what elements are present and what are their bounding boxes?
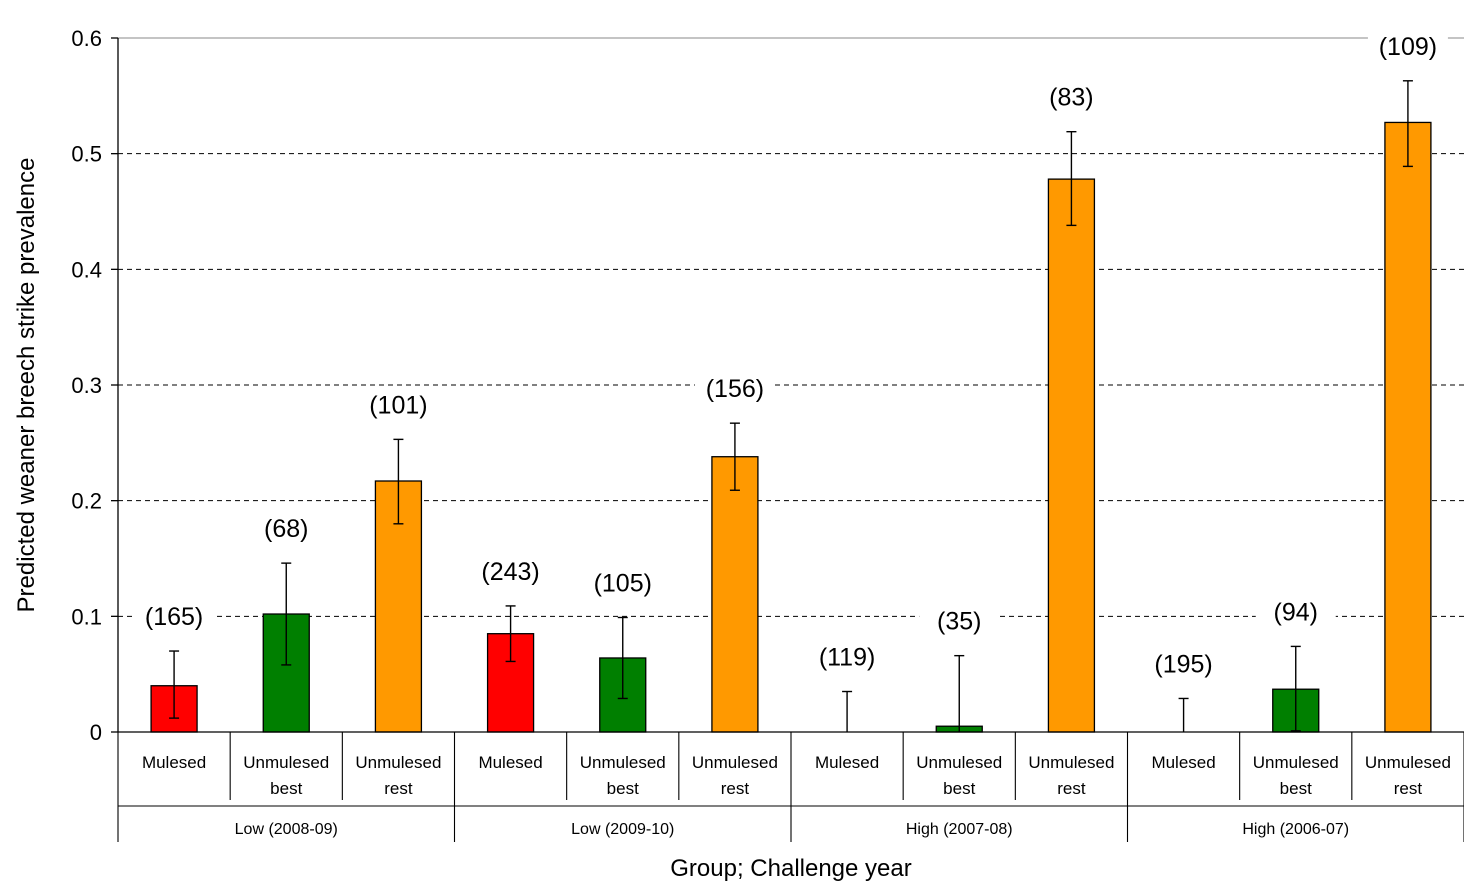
group-label-3: High (2006-07) <box>1242 821 1349 838</box>
category-label-2-0: Mulesed <box>815 753 879 772</box>
bars <box>150 80 1432 733</box>
y-tick-label-3: 0.3 <box>71 373 102 398</box>
category-label-0-1: Unmulesed <box>243 753 329 772</box>
category-label-3-0: Mulesed <box>1151 753 1215 772</box>
n-label-0-0: (165) <box>145 603 203 631</box>
y-tick-label-1: 0.1 <box>71 604 102 629</box>
n-label-3-2: (109) <box>1379 33 1437 61</box>
category-label-line2-1-1: best <box>607 779 639 798</box>
category-label-3-1: Unmulesed <box>1253 753 1339 772</box>
y-tick-label-5: 0.5 <box>71 142 102 167</box>
n-label-bg-2-0 <box>807 641 888 676</box>
n-label-bg-0-0 <box>134 601 215 636</box>
category-label-line2-3-2: rest <box>1394 779 1423 798</box>
bar-3-2 <box>1384 121 1432 733</box>
n-label-bg-2-1 <box>919 605 1000 640</box>
category-label-1-1: Unmulesed <box>580 753 666 772</box>
y-tick-label-6: 0.6 <box>71 26 102 51</box>
category-label-line2-2-1: best <box>943 779 975 798</box>
x-axis: Mulesed Unmulesed best Unmulesed rest Low (20… <box>117 731 1464 842</box>
n-label-bg-0-2 <box>358 389 439 424</box>
category-label-line2-0-1: best <box>270 779 302 798</box>
n-label-bg-3-0 <box>1143 648 1224 683</box>
n-label-0-1: (68) <box>264 515 308 543</box>
x-axis-label: Group; Challenge year <box>670 855 911 882</box>
n-label-bg-1-0 <box>470 555 551 590</box>
category-label-1-0: Mulesed <box>478 753 542 772</box>
n-label-0-2: (101) <box>369 391 427 419</box>
n-label-1-0: (243) <box>481 558 539 586</box>
y-tick-label-0: 0 <box>90 720 102 745</box>
y-tick-label-2: 0.2 <box>71 489 102 514</box>
n-label-bg-2-2 <box>1031 81 1112 116</box>
n-label-3-0: (195) <box>1154 650 1212 678</box>
n-label-2-2: (83) <box>1049 84 1093 112</box>
category-label-3-2: Unmulesed <box>1365 753 1451 772</box>
n-label-1-2: (156) <box>706 375 764 403</box>
category-label-2-2: Unmulesed <box>1028 753 1114 772</box>
group-label-2: High (2007-08) <box>906 821 1013 838</box>
category-label-0-0: Mulesed <box>142 753 206 772</box>
sample-size-labels: (165) (68) (101) (243) (105) (156) (119) (35) (8… <box>134 30 1448 683</box>
y-axis: 0 0.1 0.2 0.3 0.4 0.5 0.6 <box>71 26 119 745</box>
y-tick-label-4: 0.4 <box>71 257 102 282</box>
category-label-line2-2-2: rest <box>1057 779 1086 798</box>
category-label-line2-1-2: rest <box>721 779 750 798</box>
n-label-bg-3-2 <box>1367 30 1448 65</box>
bar-2-2 <box>1047 178 1096 733</box>
n-label-bg-1-1 <box>582 567 663 602</box>
group-label-1: Low (2009-10) <box>571 821 674 838</box>
n-label-bg-1-2 <box>694 373 775 408</box>
group-label-0: Low (2008-09) <box>235 821 338 838</box>
y-axis-label: Predicted weaner breech strike prevalenc… <box>13 158 40 613</box>
gridlines <box>118 37 1464 617</box>
n-label-bg-0-1 <box>246 513 327 548</box>
n-label-3-1: (94) <box>1274 598 1318 626</box>
n-label-1-1: (105) <box>594 569 652 597</box>
category-label-1-2: Unmulesed <box>692 753 778 772</box>
category-label-line2-3-1: best <box>1280 779 1312 798</box>
n-label-2-1: (35) <box>937 608 981 636</box>
bar-1-2 <box>711 456 759 733</box>
n-label-bg-3-1 <box>1255 596 1336 631</box>
category-label-2-1: Unmulesed <box>916 753 1002 772</box>
category-label-line2-0-2: rest <box>384 779 413 798</box>
n-label-2-0: (119) <box>819 644 876 672</box>
category-label-0-2: Unmulesed <box>355 753 441 772</box>
